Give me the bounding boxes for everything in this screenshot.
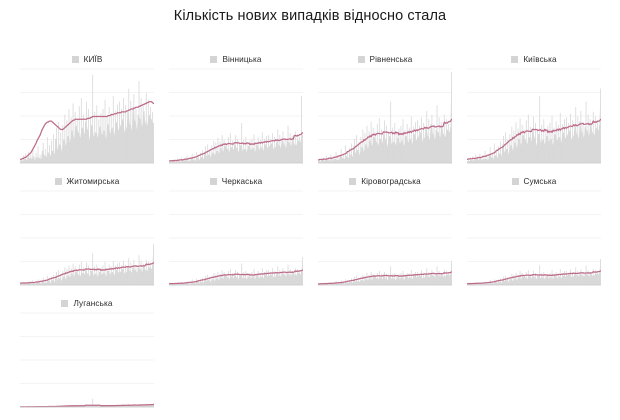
chart-panel: КИЇВ	[14, 48, 160, 170]
panel-label: Житомирська	[66, 176, 120, 186]
panel-legend: Сумська	[461, 174, 607, 188]
daily-bars	[467, 258, 601, 285]
trend-line	[169, 132, 303, 162]
daily-bars	[20, 74, 154, 163]
panel-label: Сумська	[523, 176, 557, 186]
panel-label: КИЇВ	[83, 54, 103, 64]
daily-bars	[318, 71, 452, 163]
panel-legend: Черкаська	[163, 174, 309, 188]
plot-area	[467, 190, 601, 290]
chart-panel: Вінницька	[163, 48, 309, 170]
legend-swatch-icon	[349, 177, 357, 185]
daily-bars	[467, 88, 601, 163]
legend-swatch-icon	[511, 55, 519, 63]
chart-panel: Житомирська	[14, 170, 160, 292]
legend-swatch-icon	[71, 55, 79, 63]
plot-area	[318, 68, 452, 168]
chart-panel: Луганська	[14, 292, 160, 414]
gridlines	[20, 312, 154, 408]
panel-label: Київська	[523, 54, 557, 64]
legend-swatch-icon	[61, 299, 69, 307]
plot-area	[169, 68, 303, 168]
chart-panel: Черкаська	[163, 170, 309, 292]
trend-line	[318, 118, 452, 161]
trend-line	[20, 100, 154, 160]
legend-swatch-icon	[357, 55, 365, 63]
trend-line	[20, 403, 154, 408]
trend-line	[467, 118, 601, 161]
panel-label: Вінницька	[222, 54, 262, 64]
legend-swatch-icon	[210, 55, 218, 63]
panel-legend: Вінницька	[163, 52, 309, 66]
chart-panel: Кіровоградська	[312, 170, 458, 292]
page-title: Кількість нових випадків відносно стала	[173, 8, 447, 24]
legend-swatch-icon	[511, 177, 519, 185]
panel-label: Черкаська	[221, 176, 263, 186]
plot-area	[20, 190, 154, 290]
legend-swatch-icon	[209, 177, 217, 185]
chart-panel: Рівненська	[312, 48, 458, 170]
panel-label: Кіровоградська	[361, 176, 421, 186]
plot-area	[467, 68, 601, 168]
legend-swatch-icon	[54, 177, 62, 185]
panel-legend: КИЇВ	[14, 52, 160, 66]
trend-line	[318, 271, 452, 285]
trend-line	[467, 270, 601, 285]
plot-area	[20, 312, 154, 412]
chart-panel: Сумська	[461, 170, 607, 292]
panel-label: Рівненська	[369, 54, 413, 64]
chart-panel: Київська	[461, 48, 607, 170]
small-multiples-grid: КИЇВ Вінницька Рівненська Київська Житомирсь…	[0, 48, 620, 420]
panel-label: Луганська	[73, 298, 113, 308]
plot-area	[318, 190, 452, 290]
trend-line	[20, 262, 154, 284]
daily-bars	[20, 244, 154, 285]
panel-legend: Кіровоградська	[312, 174, 458, 188]
trend-line	[169, 269, 303, 285]
plot-area	[169, 190, 303, 290]
panel-legend: Київська	[461, 52, 607, 66]
plot-area	[20, 68, 154, 168]
panel-legend: Житомирська	[14, 174, 160, 188]
panel-legend: Луганська	[14, 296, 160, 310]
daily-bars	[169, 257, 303, 285]
panel-legend: Рівненська	[312, 52, 458, 66]
